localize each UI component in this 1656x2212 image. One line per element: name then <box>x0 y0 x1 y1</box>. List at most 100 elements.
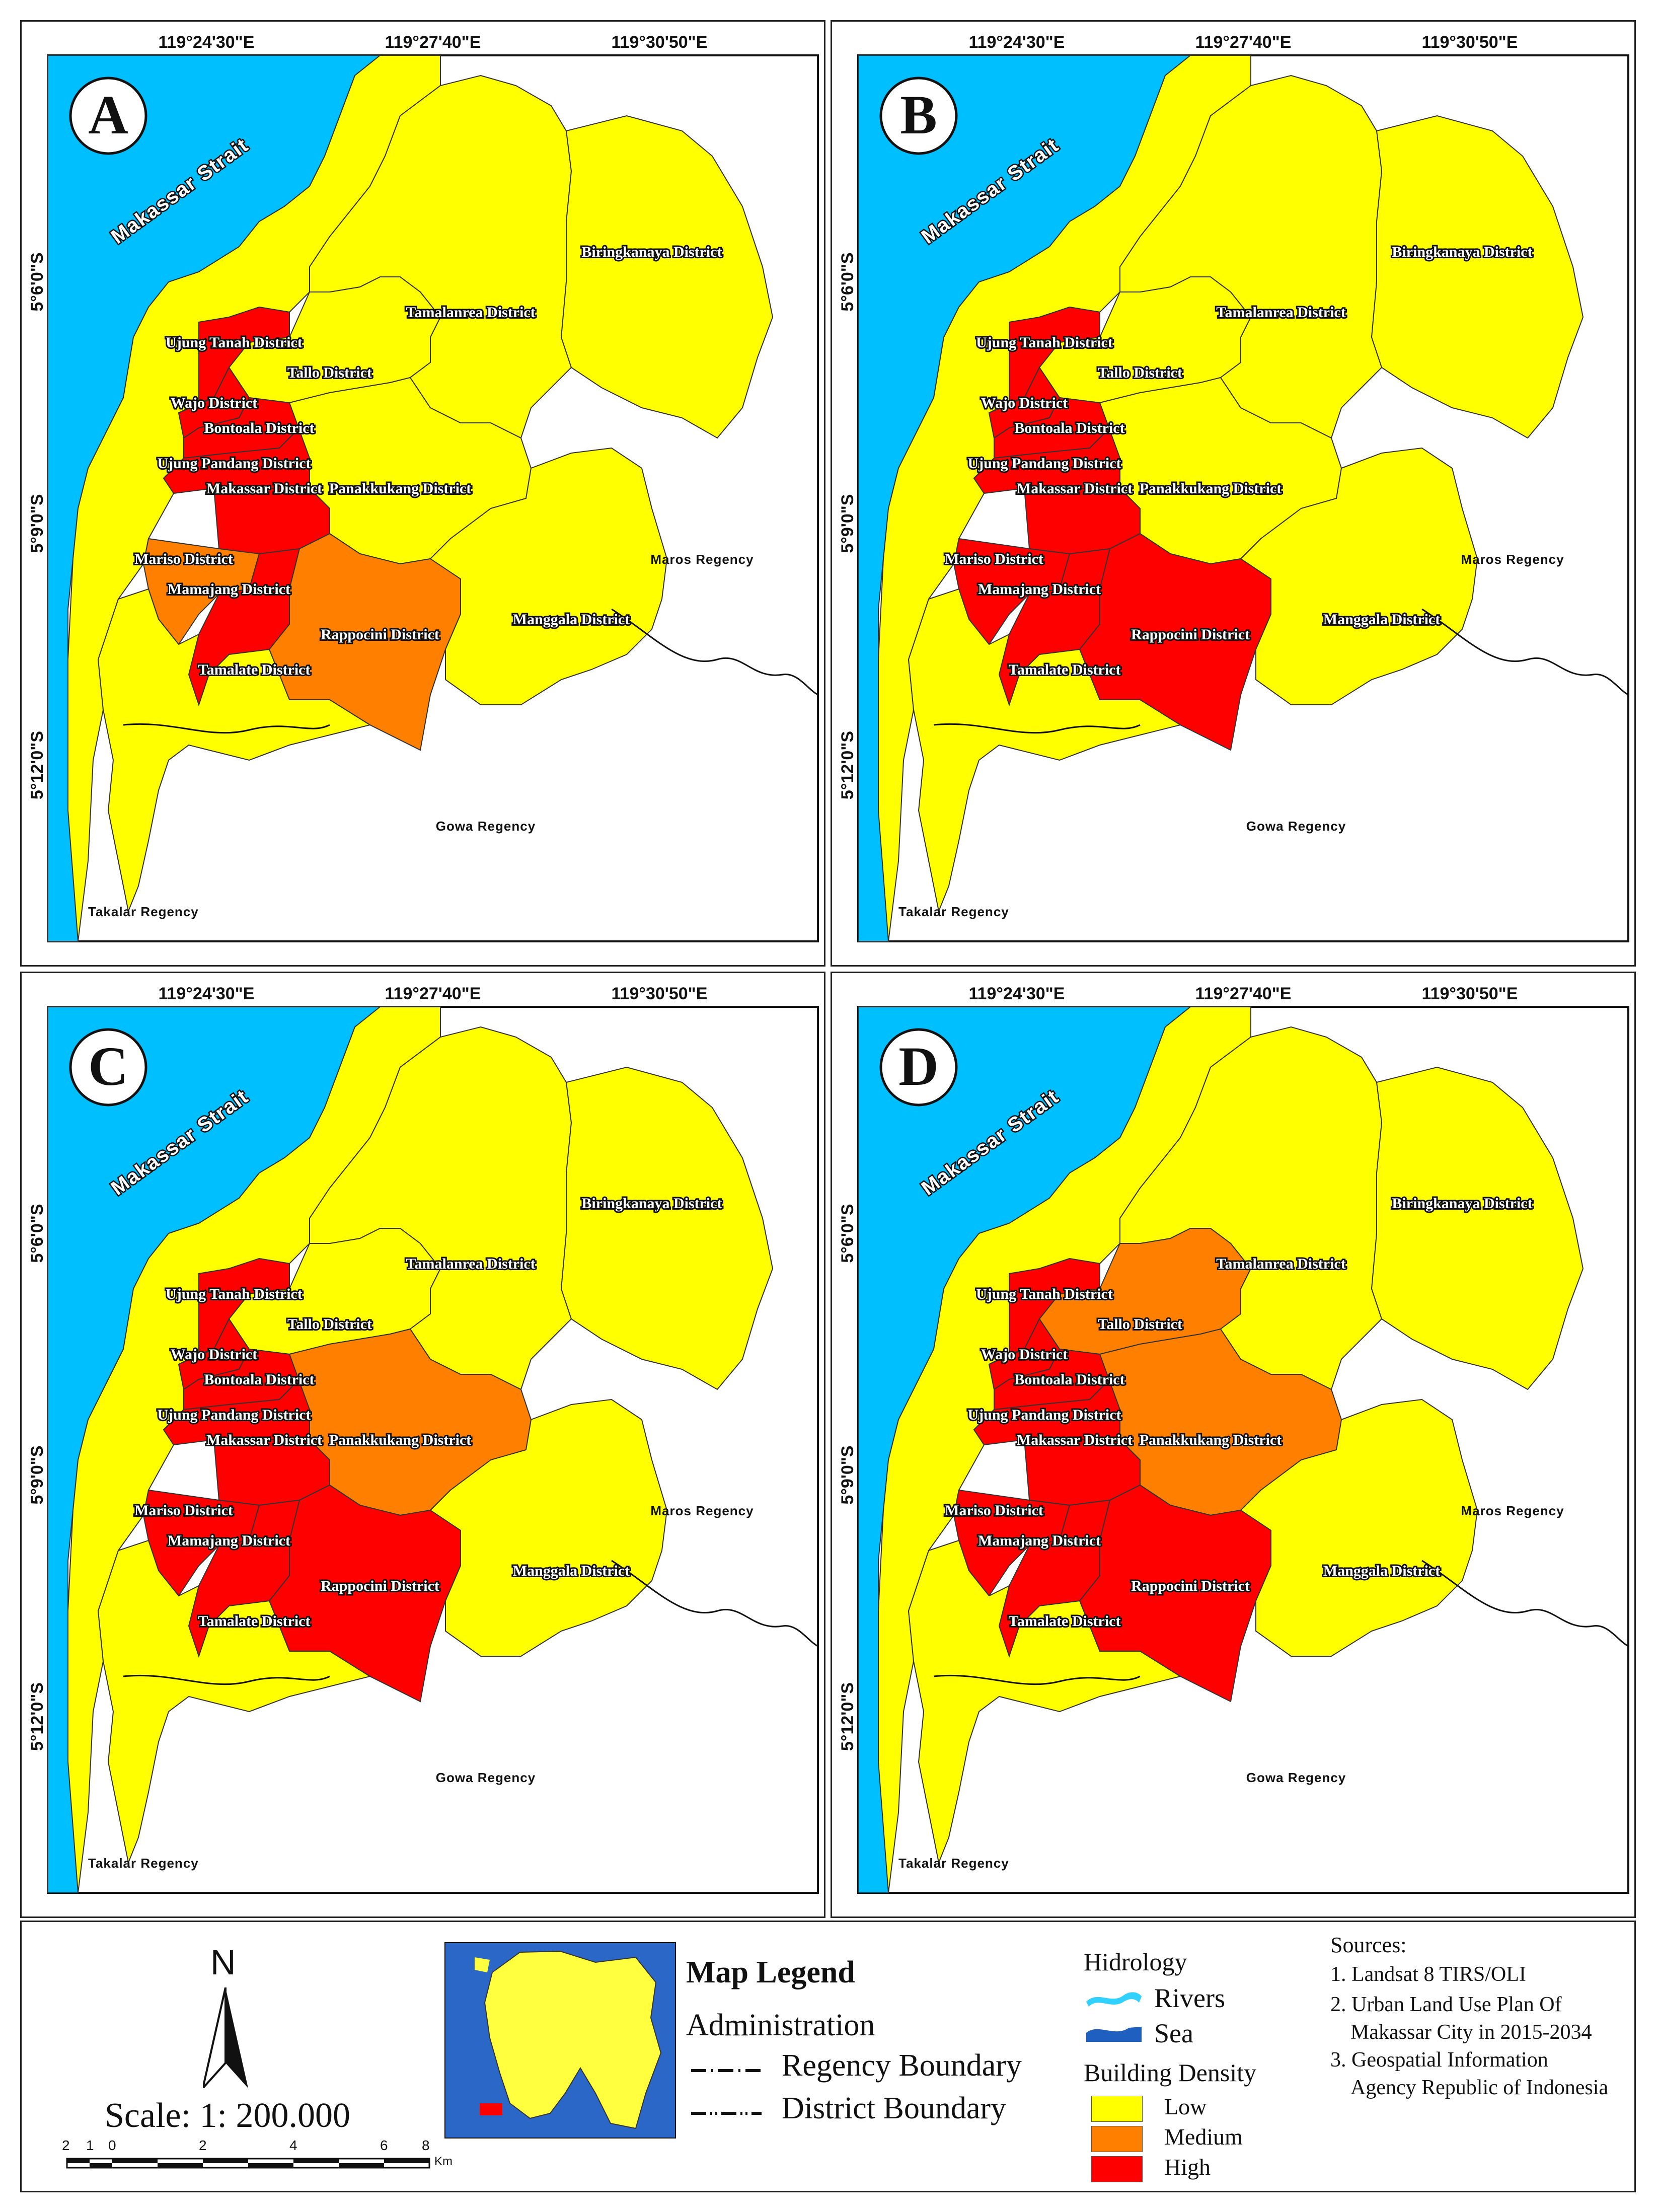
district-label-wajo: Wajo District <box>981 395 1068 411</box>
district-label-mariso: Mariso District <box>945 1502 1043 1519</box>
map-letter-badge <box>69 77 147 155</box>
river-line <box>611 608 818 696</box>
legend-building-density: Building Density <box>1084 2058 1257 2087</box>
longitude-label: 119°24'30"E <box>159 984 255 1003</box>
district-label-manggala: Manggala District <box>513 1563 630 1579</box>
river-line <box>933 723 1141 734</box>
district-label-bontoala: Bontoala District <box>204 420 314 436</box>
district-label-bontoala: Bontoala District <box>204 1371 314 1388</box>
district-label-rappocini: Rappocini District <box>1131 626 1250 643</box>
district-label-tallo: Tallo District <box>287 364 372 381</box>
map-panel-a: 119°24'30"E 119°27'40"E 119°30'50"E 5°6'0"S… <box>20 20 825 967</box>
district-label-tamalate: Tamalate District <box>1008 1613 1120 1630</box>
swatch-medium <box>1091 2126 1143 2152</box>
regency-label-takalar: Takalar Regency <box>898 904 1009 919</box>
sources-title: Sources: <box>1330 1933 1407 1957</box>
district-label-biringkanaya: Biringkanaya District <box>581 1195 722 1212</box>
district-tamalate <box>97 588 371 913</box>
scale-tick: 0 <box>108 2137 116 2153</box>
district-label-makassar: Makassar District <box>206 480 322 497</box>
swatch-low <box>1091 2096 1143 2122</box>
district-tamalate <box>97 1539 371 1865</box>
sea-symbol-icon <box>1086 2027 1142 2042</box>
district-label-ujung-tanah: Ujung Tanah District <box>976 334 1113 351</box>
longitude-label: 119°24'30"E <box>969 33 1065 52</box>
district-label-manggala: Manggala District <box>1323 611 1440 628</box>
source-line: Agency Republic of Indonesia <box>1350 2076 1609 2099</box>
map-letter-badge <box>69 1028 147 1107</box>
regency-label-gowa: Gowa Regency <box>436 1770 536 1785</box>
district-label-manggala: Manggala District <box>513 611 630 628</box>
district-biringkanaya <box>560 115 774 439</box>
map-letter: B <box>900 84 937 145</box>
longitude-label: 119°30'50"E <box>1422 984 1518 1003</box>
district-label-biringkanaya: Biringkanaya District <box>581 244 722 260</box>
map-letter: A <box>88 84 128 145</box>
scale-tick: 2 <box>199 2137 207 2153</box>
district-label-rappocini: Rappocini District <box>321 626 439 643</box>
district-label-mamajang: Mamajang District <box>978 1532 1101 1549</box>
district-label-bontoala: Bontoala District <box>1014 420 1124 436</box>
legend-high: High <box>1164 2154 1211 2180</box>
regency-label-takalar: Takalar Regency <box>88 1856 199 1871</box>
district-manggala <box>1240 447 1478 705</box>
legend-regency-boundary: Regency Boundary <box>782 2048 1022 2083</box>
scale-unit: Km <box>434 2155 453 2168</box>
district-label-tamalanrea: Tamalanrea District <box>1216 304 1345 321</box>
district-label-bontoala: Bontoala District <box>1014 1371 1124 1388</box>
district-mariso <box>142 538 260 645</box>
district-mariso <box>953 1489 1071 1597</box>
legend-sea: Sea <box>1154 2018 1193 2048</box>
district-tamalate <box>908 588 1182 913</box>
district-label-biringkanaya: Biringkanaya District <box>1392 1195 1532 1212</box>
river-line <box>611 1560 818 1647</box>
district-label-ujung-tanah: Ujung Tanah District <box>976 1286 1113 1302</box>
regency-label-maros: Maros Regency <box>1461 552 1564 567</box>
district-label-tallo: Tallo District <box>1098 364 1182 381</box>
longitude-label: 119°27'40"E <box>1195 984 1292 1003</box>
district-label-makassar: Makassar District <box>206 1432 322 1448</box>
map-panel-b: 119°24'30"E 119°27'40"E 119°30'50"E 5°6'0"S… <box>831 20 1636 967</box>
district-tamalate <box>908 1539 1182 1865</box>
district-label-tamalate: Tamalate District <box>198 661 310 678</box>
scale-tick: 4 <box>289 2137 297 2153</box>
river-line <box>123 723 330 734</box>
district-biringkanaya <box>560 1066 774 1390</box>
map-letter: C <box>88 1036 128 1097</box>
district-label-tamalanrea: Tamalanrea District <box>406 1256 535 1272</box>
district-label-tallo: Tallo District <box>287 1316 372 1333</box>
district-label-ujung-pandang: Ujung Pandang District <box>967 455 1121 472</box>
legend-low: Low <box>1164 2094 1207 2119</box>
longitude-label: 119°30'50"E <box>612 984 708 1003</box>
district-label-mariso: Mariso District <box>134 1502 233 1519</box>
legend-medium: Medium <box>1164 2124 1243 2150</box>
latitude-label: 5°12'0"S <box>28 1682 47 1751</box>
scale-bar <box>66 2158 430 2169</box>
latitude-label: 5°6'0"S <box>28 1204 47 1263</box>
legend-district-boundary: District Boundary <box>782 2091 1006 2125</box>
district-biringkanaya <box>1371 115 1584 439</box>
legend-panel: N Scale: 1: 200.000 2 1 0 2 4 6 8 Km Map… <box>20 1921 1636 2192</box>
district-label-mariso: Mariso District <box>134 551 233 567</box>
district-label-tamalate: Tamalate District <box>198 1613 310 1630</box>
district-manggala <box>429 1398 668 1657</box>
longitude-label: 119°24'30"E <box>969 984 1065 1003</box>
latitude-label: 5°6'0"S <box>838 1204 857 1263</box>
source-line: 2. Urban Land Use Plan Of <box>1330 1993 1562 2016</box>
longitude-label: 119°30'50"E <box>1422 33 1518 52</box>
district-label-panakkukang: Panakkukang District <box>1140 480 1282 497</box>
longitude-label: 119°27'40"E <box>1195 33 1292 52</box>
scale-text: Scale: 1: 200.000 <box>105 2096 350 2135</box>
district-label-tamalanrea: Tamalanrea District <box>1216 1256 1345 1272</box>
regency-label-maros: Maros Regency <box>650 552 754 567</box>
latitude-label: 5°12'0"S <box>838 1682 857 1751</box>
district-label-wajo: Wajo District <box>981 1346 1068 1363</box>
source-line: 3. Geospatial Information <box>1330 2048 1548 2072</box>
map-panel-c: 119°24'30"E 119°27'40"E 119°30'50"E 5°6'0"S… <box>20 972 825 1918</box>
map-panel-d: 119°24'30"E 119°27'40"E 119°30'50"E 5°6'0"S… <box>831 972 1636 1918</box>
map-letter: D <box>898 1036 938 1097</box>
district-label-mamajang: Mamajang District <box>168 581 290 598</box>
district-biringkanaya <box>1371 1066 1584 1390</box>
district-label-rappocini: Rappocini District <box>321 1578 439 1594</box>
district-label-makassar: Makassar District <box>1017 480 1133 497</box>
